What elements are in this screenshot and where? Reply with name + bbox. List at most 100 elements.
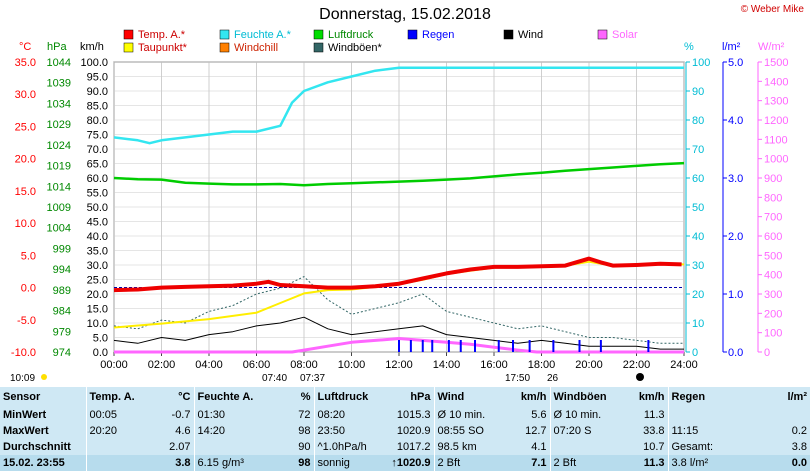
rain-axis-tick: 3.0 (728, 173, 743, 185)
rain-axis-tick: 4.0 (728, 115, 743, 127)
stats-cell: Feuchte A. (193, 387, 258, 408)
x-tick: 10:00 (338, 359, 366, 371)
stats-cell (738, 407, 810, 423)
stats-cell: 07:20 S (549, 423, 620, 440)
sun-times: 07:40 07:37 17:50 26 10:09 (10, 373, 644, 384)
pressure-axis-tick: 1034 (47, 98, 71, 110)
stats-cell: hPa (410, 391, 431, 404)
stats-row: MinWert 00:05 -0.7 01:30 72 08:20 1015.3 Ø 10 m… (0, 407, 810, 424)
wind-axis-tick: 95.0 (87, 72, 108, 84)
humidity-axis-tick: 50 (692, 202, 704, 214)
axis-unit-temp: °C (19, 41, 31, 53)
wind-axis-tick: 35.0 (87, 246, 108, 258)
x-tick: 08:00 (290, 359, 318, 371)
legend-swatch (313, 29, 324, 40)
temp-axis-tick: -10.0 (11, 347, 36, 359)
stats-cell: 4.1 (531, 441, 547, 454)
chart-title: Donnerstag, 15.02.2018 (319, 6, 491, 23)
temp-axis-tick: 25.0 (15, 121, 36, 133)
solar-axis-tick: 500 (764, 250, 782, 262)
stats-cell: sonnig (313, 455, 374, 471)
pressure-axis-tick: 1019 (47, 161, 71, 173)
stats-cell: 0.0 (738, 455, 810, 471)
pressure-axis-tick: 1004 (47, 223, 71, 235)
solar-axis-tick: 1500 (764, 57, 788, 69)
wind-axis-tick: 90.0 (87, 86, 108, 98)
stats-cell: 7.1 (500, 455, 550, 471)
copyright-text[interactable]: © Weber Mike (740, 4, 804, 15)
stats-cell: MaxWert (3, 425, 49, 438)
stats-cell (85, 455, 134, 471)
stats-cell: 15.02. 23:55 (0, 455, 86, 471)
humidity-axis-tick: 90 (692, 86, 704, 98)
axis-unit-press: hPa (47, 41, 67, 53)
stats-cell (85, 439, 134, 456)
stats-cell: 3.8 (134, 455, 194, 471)
stats-cell: 98 (258, 455, 314, 471)
moon-icon (636, 373, 644, 381)
x-tick: 24:00 (670, 359, 698, 371)
legend-swatch (503, 29, 514, 40)
series-wind (113, 316, 684, 350)
x-tick: 00:00 (100, 359, 128, 371)
legend-label: Windchill (234, 42, 278, 54)
rain-axis-tick: 2.0 (728, 231, 743, 243)
pressure-axis-tick: 1044 (47, 57, 71, 69)
stats-cell: 1017.2 (396, 441, 431, 454)
wind-axis-tick: 65.0 (87, 159, 108, 171)
legend-swatch (407, 29, 418, 40)
stats-cell: 23:50 (313, 423, 374, 440)
humidity-axis-tick: 0 (692, 347, 698, 359)
stats-cell: 0.2 (791, 425, 807, 438)
wind-axis-tick: 55.0 (87, 188, 108, 200)
stats-cell (193, 439, 258, 456)
wind-axis-tick: 100.0 (80, 57, 108, 69)
legend-swatch (597, 29, 608, 40)
legend-label: Temp. A.* (138, 29, 186, 41)
temp-axis-tick: 35.0 (15, 57, 36, 69)
axis-unit-wind: km/h (80, 41, 104, 53)
humidity-axis-tick: 60 (692, 173, 704, 185)
stats-cell: 10.7 (643, 441, 665, 454)
temp-axis-tick: 5.0 (21, 250, 36, 262)
stats-cell: % (300, 391, 311, 404)
chart-legend: Temp. A.* Feuchte A.* Luftdruck Regen Wind So… (123, 29, 638, 54)
stats-row: 15.02. 23:55 3.8 6.15 g/m³ 98 sonnig ↑1020.9 2… (0, 455, 810, 471)
chart-grid (113, 61, 685, 356)
sunrise-time-2: 07:37 (300, 373, 325, 384)
wind-axis-tick: 30.0 (87, 260, 108, 272)
solar-axis-tick: 200 (764, 308, 782, 320)
stats-cell: 98 (298, 425, 311, 438)
stats-cell: ↑1020.9 (374, 455, 434, 471)
x-tick: 18:00 (528, 359, 556, 371)
stats-cell: 90 (298, 441, 311, 454)
stats-cell: km/h (638, 391, 665, 404)
stats-body: Sensor Temp. A. °C Feuchte A.% Luftdruck hPa W… (0, 387, 810, 471)
solar-axis-tick: 800 (764, 192, 782, 204)
stats-cell: MinWert (3, 409, 47, 422)
stats-cell: 1020.9 (396, 425, 431, 438)
wind-axis-tick: 45.0 (87, 217, 108, 229)
humidity-axis-tick: 70 (692, 144, 704, 156)
stats-cell: Windböen (549, 387, 620, 408)
stats-cell: 6.15 g/m³ (193, 455, 258, 471)
pressure-axis-tick: 1009 (47, 202, 71, 214)
solar-axis-tick: 900 (764, 173, 782, 185)
x-tick: 22:00 (623, 359, 651, 371)
legend-swatch (313, 42, 324, 53)
legend-swatch (219, 29, 230, 40)
solar-axis-tick: 1000 (764, 154, 788, 166)
wind-axis-tick: 50.0 (87, 202, 108, 214)
stats-cell: 11:15 (667, 423, 738, 440)
stats-cell: Ø 10 min. (433, 407, 500, 424)
x-tick: 16:00 (480, 359, 508, 371)
humidity-axis-tick: 100 (692, 57, 710, 69)
stats-cell: 33.8 (643, 425, 665, 438)
chart-series (113, 66, 685, 354)
sunrise-time: 07:40 (262, 373, 287, 384)
stats-cell: l/m² (787, 391, 807, 404)
stats-cell: 3.8 (791, 441, 807, 454)
x-tick: 14:00 (433, 359, 461, 371)
wind-axis-tick: 20.0 (87, 289, 108, 301)
stats-cell: 08:55 SO (433, 423, 500, 440)
